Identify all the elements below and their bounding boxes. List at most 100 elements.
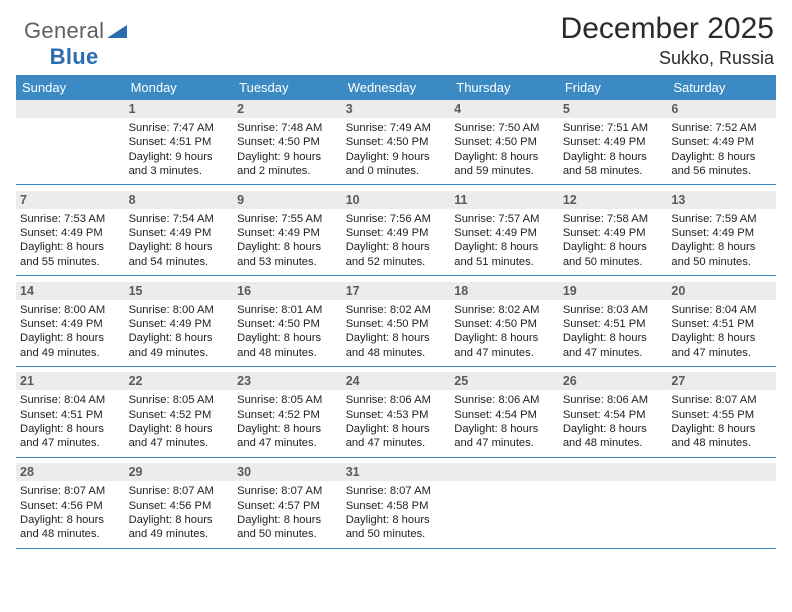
daylight-line1: Daylight: 8 hours [346, 240, 447, 254]
daylight-line2: and 47 minutes. [20, 436, 121, 450]
day-number: 5 [559, 100, 668, 118]
calendar-cell: 12Sunrise: 7:58 AMSunset: 4:49 PMDayligh… [559, 191, 668, 276]
calendar-cell: 19Sunrise: 8:03 AMSunset: 4:51 PMDayligh… [559, 282, 668, 367]
calendar-cell [450, 463, 559, 548]
day-number: 24 [342, 372, 451, 390]
brand-name-1: General [24, 18, 104, 43]
daylight-line1: Daylight: 8 hours [129, 513, 230, 527]
daylight-line2: and 53 minutes. [237, 255, 338, 269]
brand-logo: General Blue [24, 18, 129, 70]
sunrise-text: Sunrise: 8:03 AM [563, 303, 664, 317]
day-number: 1 [125, 100, 234, 118]
sunset-text: Sunset: 4:49 PM [671, 135, 772, 149]
sunrise-text: Sunrise: 7:51 AM [563, 121, 664, 135]
day-number-empty [16, 100, 125, 118]
calendar-cell [559, 463, 668, 548]
day-number: 27 [667, 372, 776, 390]
daylight-line2: and 50 minutes. [237, 527, 338, 541]
daylight-line2: and 47 minutes. [129, 436, 230, 450]
calendar-cell: 3Sunrise: 7:49 AMSunset: 4:50 PMDaylight… [342, 100, 451, 185]
daylight-line2: and 54 minutes. [129, 255, 230, 269]
calendar-table: Sunday Monday Tuesday Wednesday Thursday… [16, 75, 776, 549]
calendar-cell: 1Sunrise: 7:47 AMSunset: 4:51 PMDaylight… [125, 100, 234, 185]
sunrise-text: Sunrise: 8:04 AM [671, 303, 772, 317]
sunset-text: Sunset: 4:51 PM [671, 317, 772, 331]
sunset-text: Sunset: 4:54 PM [563, 408, 664, 422]
day-number: 18 [450, 282, 559, 300]
daylight-line1: Daylight: 8 hours [346, 422, 447, 436]
daylight-line2: and 47 minutes. [237, 436, 338, 450]
calendar-cell: 27Sunrise: 8:07 AMSunset: 4:55 PMDayligh… [667, 372, 776, 457]
sunrise-text: Sunrise: 8:06 AM [563, 393, 664, 407]
day-number: 3 [342, 100, 451, 118]
calendar-cell: 24Sunrise: 8:06 AMSunset: 4:53 PMDayligh… [342, 372, 451, 457]
day-number: 19 [559, 282, 668, 300]
weekday-header-row: Sunday Monday Tuesday Wednesday Thursday… [16, 75, 776, 100]
sunset-text: Sunset: 4:55 PM [671, 408, 772, 422]
day-number: 25 [450, 372, 559, 390]
sunset-text: Sunset: 4:49 PM [454, 226, 555, 240]
daylight-line1: Daylight: 8 hours [454, 240, 555, 254]
daylight-line2: and 58 minutes. [563, 164, 664, 178]
daylight-line2: and 2 minutes. [237, 164, 338, 178]
calendar-cell: 16Sunrise: 8:01 AMSunset: 4:50 PMDayligh… [233, 282, 342, 367]
calendar-cell: 22Sunrise: 8:05 AMSunset: 4:52 PMDayligh… [125, 372, 234, 457]
sunset-text: Sunset: 4:50 PM [454, 135, 555, 149]
day-number: 4 [450, 100, 559, 118]
day-number: 14 [16, 282, 125, 300]
day-number: 11 [450, 191, 559, 209]
sunrise-text: Sunrise: 8:06 AM [454, 393, 555, 407]
brand-name-2: Blue [24, 44, 99, 69]
calendar-cell: 4Sunrise: 7:50 AMSunset: 4:50 PMDaylight… [450, 100, 559, 185]
sunset-text: Sunset: 4:49 PM [346, 226, 447, 240]
daylight-line1: Daylight: 8 hours [20, 513, 121, 527]
sunset-text: Sunset: 4:49 PM [129, 317, 230, 331]
sunset-text: Sunset: 4:49 PM [129, 226, 230, 240]
day-number: 16 [233, 282, 342, 300]
sunrise-text: Sunrise: 7:54 AM [129, 212, 230, 226]
day-number: 31 [342, 463, 451, 481]
daylight-line2: and 49 minutes. [129, 346, 230, 360]
sunrise-text: Sunrise: 8:07 AM [20, 484, 121, 498]
calendar-row: 14Sunrise: 8:00 AMSunset: 4:49 PMDayligh… [16, 282, 776, 367]
daylight-line2: and 50 minutes. [671, 255, 772, 269]
calendar-cell: 15Sunrise: 8:00 AMSunset: 4:49 PMDayligh… [125, 282, 234, 367]
sunrise-text: Sunrise: 7:53 AM [20, 212, 121, 226]
sunrise-text: Sunrise: 7:55 AM [237, 212, 338, 226]
daylight-line1: Daylight: 8 hours [671, 240, 772, 254]
daylight-line2: and 48 minutes. [20, 527, 121, 541]
daylight-line1: Daylight: 8 hours [237, 331, 338, 345]
calendar-cell [667, 463, 776, 548]
daylight-line2: and 49 minutes. [129, 527, 230, 541]
sunrise-text: Sunrise: 8:01 AM [237, 303, 338, 317]
calendar-cell: 23Sunrise: 8:05 AMSunset: 4:52 PMDayligh… [233, 372, 342, 457]
col-sunday: Sunday [16, 75, 125, 100]
day-number: 29 [125, 463, 234, 481]
sunrise-text: Sunrise: 7:47 AM [129, 121, 230, 135]
sunrise-text: Sunrise: 7:49 AM [346, 121, 447, 135]
calendar-cell: 5Sunrise: 7:51 AMSunset: 4:49 PMDaylight… [559, 100, 668, 185]
sunrise-text: Sunrise: 7:59 AM [671, 212, 772, 226]
sunrise-text: Sunrise: 8:04 AM [20, 393, 121, 407]
daylight-line2: and 0 minutes. [346, 164, 447, 178]
sunset-text: Sunset: 4:51 PM [20, 408, 121, 422]
daylight-line1: Daylight: 8 hours [20, 331, 121, 345]
sunset-text: Sunset: 4:58 PM [346, 499, 447, 513]
col-tuesday: Tuesday [233, 75, 342, 100]
daylight-line1: Daylight: 8 hours [563, 150, 664, 164]
daylight-line2: and 48 minutes. [563, 436, 664, 450]
sunrise-text: Sunrise: 7:58 AM [563, 212, 664, 226]
daylight-line1: Daylight: 8 hours [346, 331, 447, 345]
calendar-cell: 18Sunrise: 8:02 AMSunset: 4:50 PMDayligh… [450, 282, 559, 367]
daylight-line1: Daylight: 9 hours [129, 150, 230, 164]
sunrise-text: Sunrise: 8:07 AM [237, 484, 338, 498]
sunset-text: Sunset: 4:50 PM [454, 317, 555, 331]
col-friday: Friday [559, 75, 668, 100]
day-number: 21 [16, 372, 125, 390]
day-number: 28 [16, 463, 125, 481]
sunset-text: Sunset: 4:51 PM [563, 317, 664, 331]
day-number: 23 [233, 372, 342, 390]
page-title: December 2025 [16, 12, 774, 46]
calendar-cell: 29Sunrise: 8:07 AMSunset: 4:56 PMDayligh… [125, 463, 234, 548]
daylight-line1: Daylight: 8 hours [20, 240, 121, 254]
